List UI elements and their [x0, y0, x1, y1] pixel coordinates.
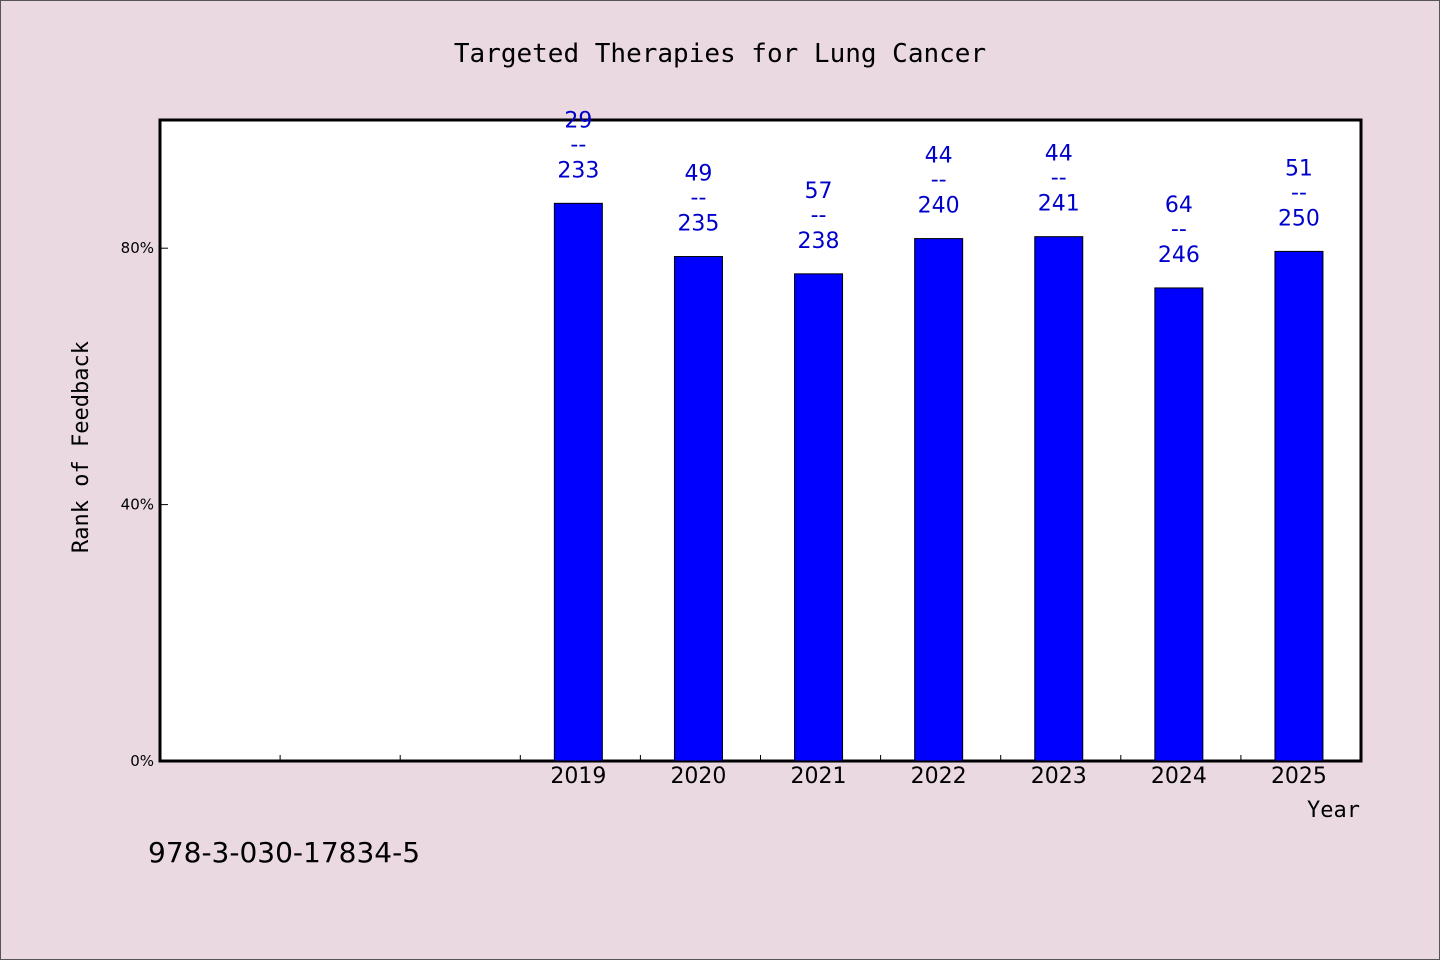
x-tick-label: 2020 — [670, 764, 726, 789]
data-label-top: 29 — [564, 108, 592, 133]
data-label-separator: -- — [691, 186, 707, 211]
footer-note: 978-3-030-17834-5 — [148, 836, 420, 869]
x-tick-label: 2021 — [791, 764, 847, 789]
data-label-bottom: 241 — [1038, 192, 1080, 217]
x-tick-label: 2019 — [550, 764, 606, 789]
bar — [914, 238, 964, 762]
data-label-separator: -- — [931, 168, 947, 193]
y-tick-label: 0% — [130, 752, 154, 770]
data-label-separator: -- — [1171, 217, 1187, 242]
data-label-top: 44 — [1045, 142, 1073, 167]
x-tick-label: 2022 — [911, 764, 967, 789]
axis-ticks: 0% 40% 80% — [121, 239, 1242, 770]
data-label-bottom: 233 — [557, 158, 599, 183]
data-label-top: 57 — [805, 179, 833, 204]
bars — [553, 202, 1324, 762]
bar — [1274, 250, 1324, 762]
data-label-top: 44 — [925, 144, 953, 169]
data-label-separator: -- — [1291, 180, 1307, 205]
y-tick-label: 40% — [121, 496, 154, 514]
y-axis-label: Rank of Feedback — [69, 341, 94, 553]
x-axis-label: Year — [1307, 798, 1360, 823]
x-tick-label: 2023 — [1031, 764, 1087, 789]
data-label-bottom: 246 — [1158, 243, 1200, 268]
data-label-bottom: 238 — [798, 229, 840, 254]
data-label-separator: -- — [1051, 166, 1067, 191]
bar — [553, 202, 603, 762]
bar — [794, 273, 844, 762]
data-label-separator: -- — [811, 203, 827, 228]
data-label-bottom: 250 — [1278, 206, 1320, 231]
data-label-separator: -- — [570, 132, 586, 157]
data-labels: 201929--233202049--235202157--238202244-… — [550, 108, 1327, 789]
bar — [1034, 236, 1084, 762]
data-label-bottom: 235 — [677, 212, 719, 237]
data-label-top: 49 — [684, 162, 712, 187]
x-tick-label: 2024 — [1151, 764, 1207, 789]
bar — [673, 256, 723, 762]
data-label-bottom: 240 — [918, 194, 960, 219]
y-tick-label: 80% — [121, 239, 154, 257]
bar — [1154, 287, 1204, 762]
data-label-top: 64 — [1165, 193, 1193, 218]
data-label-top: 51 — [1285, 156, 1313, 181]
chart-title: Targeted Therapies for Lung Cancer — [454, 39, 986, 69]
x-tick-label: 2025 — [1271, 764, 1327, 789]
